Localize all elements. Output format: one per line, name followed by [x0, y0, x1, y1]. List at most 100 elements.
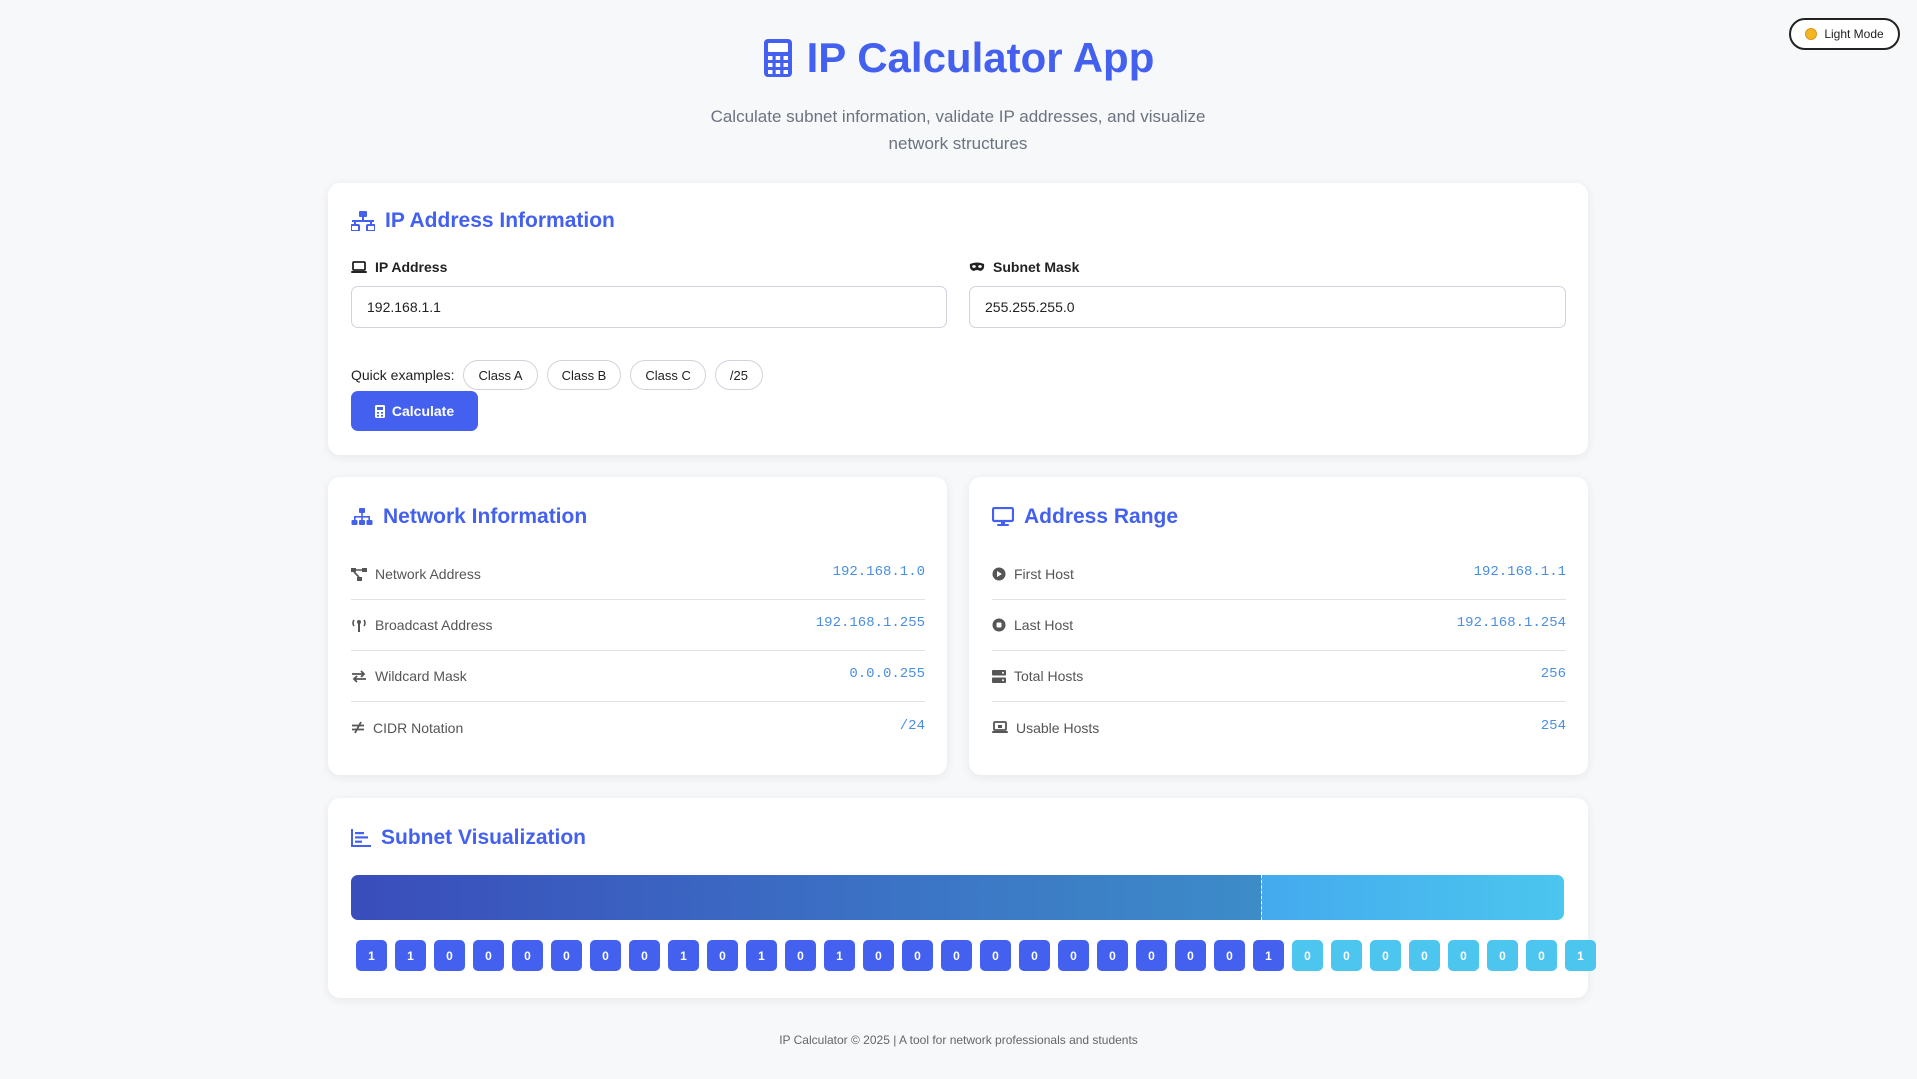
bit-box: 0: [863, 940, 894, 971]
first-host-row: First Host 192.168.1.1: [992, 549, 1566, 600]
bit-box: 0: [980, 940, 1011, 971]
ip-address-input[interactable]: [351, 286, 947, 328]
ip-info-card: IP Address Information IP Address Subnet…: [328, 183, 1588, 455]
network-address-value: 192.168.1.0: [832, 564, 925, 580]
subnet-visualization-title-text: Subnet Visualization: [381, 826, 586, 849]
usable-hosts-label: Usable Hosts: [1016, 719, 1100, 736]
bit-box: 0: [629, 940, 660, 971]
usable-hosts-value: 254: [1540, 717, 1566, 734]
bit-box: 0: [512, 940, 543, 971]
mask-icon: [969, 262, 985, 273]
example-slash25-button[interactable]: /25: [714, 360, 763, 390]
wildcard-mask-label: Wildcard Mask: [375, 668, 467, 684]
address-range-title-text: Address Range: [1024, 505, 1179, 528]
bit-box: 0: [434, 940, 465, 971]
ip-info-title-text: IP Address Information: [385, 209, 615, 232]
sun-icon: [1805, 28, 1818, 40]
bit-box: 0: [1526, 940, 1557, 971]
network-info-title: Network Information: [351, 505, 587, 529]
bit-box: 0: [590, 940, 621, 971]
play-circle-icon: [992, 567, 1006, 581]
total-hosts-row: Total Hosts 256: [992, 651, 1566, 702]
bit-box: 0: [785, 940, 816, 971]
address-range-title: Address Range: [992, 505, 1178, 529]
ip-info-title: IP Address Information: [351, 209, 615, 233]
bit-box: 0: [1175, 940, 1206, 971]
calculator-icon: [763, 38, 793, 78]
host-portion-bar: [1260, 875, 1564, 920]
bit-box: 0: [1331, 940, 1362, 971]
calculate-button-label: Calculate: [391, 403, 455, 419]
exchange-icon: [351, 669, 367, 683]
broadcast-tower-icon: [351, 619, 367, 632]
network-portion-bar: [351, 875, 1261, 920]
cidr-notation-row: CIDR Notation /24: [351, 702, 925, 753]
last-host-value: 192.168.1.254: [1456, 615, 1566, 631]
bit-box: 0: [1487, 940, 1518, 971]
laptop-house-icon: [992, 721, 1008, 734]
subnet-visualization-title: Subnet Visualization: [351, 826, 586, 850]
subnet-mask-input[interactable]: [969, 286, 1566, 328]
bit-box: 1: [824, 940, 855, 971]
bit-box: 0: [551, 940, 582, 971]
last-host-label: Last Host: [1014, 617, 1074, 633]
bit-box: 1: [668, 940, 699, 971]
subnet-bar: [351, 875, 1564, 920]
ip-address-label-text: IP Address: [375, 259, 448, 275]
page-subtitle: Calculate subnet information, validate I…: [710, 107, 1206, 153]
example-class-c-button[interactable]: Class C: [630, 360, 706, 390]
wildcard-mask-row: Wildcard Mask 0.0.0.255: [351, 651, 925, 702]
bit-box: 1: [1253, 940, 1284, 971]
network-wired-icon: [351, 211, 375, 231]
laptop-icon: [351, 260, 367, 274]
sitemap-icon: [351, 508, 373, 526]
bit-box: 1: [746, 940, 777, 971]
network-info-card: Network Information Network Address 192.…: [328, 477, 947, 775]
total-hosts-label: Total Hosts: [1014, 668, 1084, 684]
broadcast-address-value: 192.168.1.255: [815, 615, 925, 631]
cidr-notation-label: CIDR Notation: [373, 719, 464, 736]
bit-box: 1: [1565, 940, 1596, 971]
network-address-label: Network Address: [375, 566, 481, 582]
chart-bar-icon: [351, 829, 371, 847]
bit-box: 0: [1214, 940, 1245, 971]
last-host-row: Last Host 192.168.1.254: [992, 600, 1566, 651]
cidr-notation-value: /24: [899, 717, 925, 734]
ip-address-label: IP Address: [351, 259, 447, 275]
theme-toggle-button[interactable]: Light Mode: [1789, 18, 1900, 50]
bit-box: 0: [902, 940, 933, 971]
example-class-b-button[interactable]: Class B: [546, 360, 622, 390]
calculator-small-icon: [374, 404, 385, 418]
subnet-mask-label-text: Subnet Mask: [993, 259, 1080, 275]
server-icon: [992, 669, 1006, 683]
bit-box: 0: [941, 940, 972, 971]
broadcast-address-label: Broadcast Address: [375, 617, 493, 633]
page-title: IP Calculator App: [0, 34, 1917, 82]
theme-toggle-label: Light Mode: [1824, 27, 1884, 41]
network-address-row: Network Address 192.168.1.0: [351, 549, 925, 600]
wildcard-mask-value: 0.0.0.255: [849, 666, 925, 682]
calculate-button[interactable]: Calculate: [351, 391, 478, 431]
broadcast-address-row: Broadcast Address 192.168.1.255: [351, 600, 925, 651]
bit-box: 0: [707, 940, 738, 971]
subnet-mask-label: Subnet Mask: [969, 259, 1079, 275]
bit-box: 0: [1292, 940, 1323, 971]
bit-box: 0: [1097, 940, 1128, 971]
bit-box: 1: [395, 940, 426, 971]
desktop-icon: [992, 507, 1014, 527]
bit-box: 0: [1058, 940, 1089, 971]
bit-box: 1: [356, 940, 387, 971]
total-hosts-value: 256: [1540, 666, 1566, 682]
first-host-label: First Host: [1014, 566, 1074, 582]
quick-examples: Quick examples: Class A Class B Class C …: [351, 360, 763, 390]
network-info-title-text: Network Information: [383, 505, 588, 528]
first-host-value: 192.168.1.1: [1473, 564, 1566, 580]
example-class-a-button[interactable]: Class A: [463, 360, 538, 390]
bit-box: 0: [1409, 940, 1440, 971]
usable-hosts-row: Usable Hosts 254: [992, 702, 1566, 753]
footer: IP Calculator © 2025 | A tool for networ…: [779, 1033, 1138, 1047]
bit-box: 0: [1448, 940, 1479, 971]
quick-examples-label: Quick examples:: [351, 367, 455, 383]
bit-box: 0: [1019, 940, 1050, 971]
